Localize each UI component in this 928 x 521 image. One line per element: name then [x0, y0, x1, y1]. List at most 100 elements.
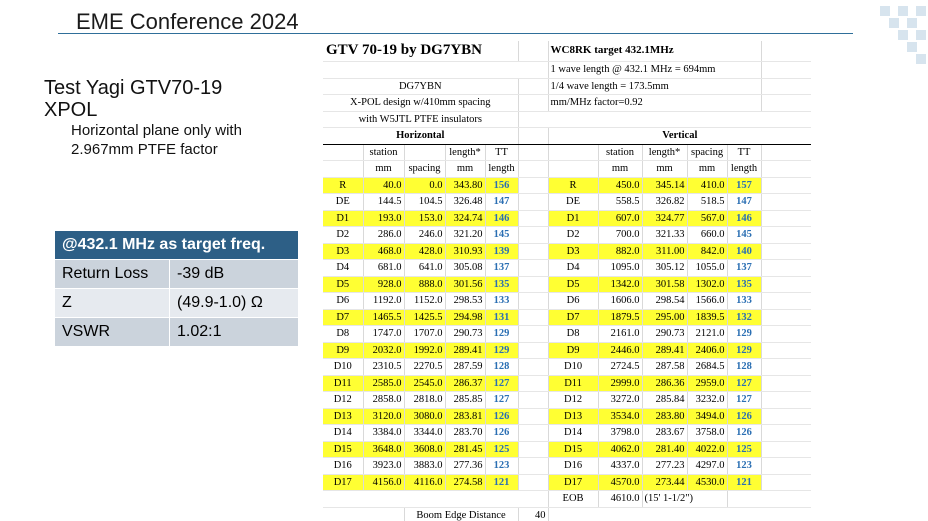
- v-tt-length: 157: [727, 177, 762, 194]
- h-length: 301.56: [445, 276, 486, 293]
- v-tt-length: 137: [727, 259, 762, 277]
- v-spacing: 2684.5: [687, 358, 728, 376]
- v-length: 301.58: [642, 276, 688, 293]
- h-station: 3923.0: [363, 457, 405, 475]
- h-length: 294.98: [445, 309, 486, 326]
- v-tt-length: 127: [727, 375, 762, 392]
- eob-note: (15' 1-1/2"): [642, 490, 728, 508]
- v-station: 558.5: [598, 193, 643, 211]
- h-element-name: R: [323, 177, 364, 194]
- h-element-name: D8: [323, 325, 364, 343]
- v-tt-length: 127: [727, 391, 762, 409]
- v-spacing: 518.5: [687, 193, 728, 211]
- v-spacing: 3758.0: [687, 424, 728, 442]
- h-element-name: D5: [323, 276, 364, 293]
- h-spacing: 2270.5: [404, 358, 446, 376]
- h-length: 287.59: [445, 358, 486, 376]
- v-station: 882.0: [598, 243, 643, 260]
- v-element-name: R: [548, 177, 599, 194]
- h-length: 285.85: [445, 391, 486, 409]
- slide-note: Horizontal plane only with 2.967mm PTFE …: [71, 121, 301, 159]
- h-element-name: D4: [323, 259, 364, 277]
- v-station: 3798.0: [598, 424, 643, 442]
- h-element-name: D14: [323, 424, 364, 442]
- v-element-name: D17: [548, 474, 599, 491]
- return-loss-label: Return Loss: [55, 259, 170, 289]
- v-element-name: D6: [548, 292, 599, 310]
- v-unit-spacing: mm: [687, 160, 728, 178]
- v-length: 281.40: [642, 441, 688, 458]
- h-station: 1465.5: [363, 309, 405, 326]
- heading-line-1: Test Yagi GTV70-19: [44, 77, 223, 99]
- h-length: 281.45: [445, 441, 486, 458]
- h-length: 286.37: [445, 375, 486, 392]
- h-length: 298.53: [445, 292, 486, 310]
- element-row: R 40.0 0.0 343.80 156 R 450.0 345.14 410.0 157: [323, 177, 811, 194]
- h-spacing: 428.0: [404, 243, 446, 260]
- h-station: 286.0: [363, 226, 405, 244]
- v-element-name: D3: [548, 243, 599, 260]
- eob-value: 4610.0: [598, 490, 643, 508]
- v-spacing: 3494.0: [687, 408, 728, 425]
- element-row: D3 468.0 428.0 310.93 139 D3 882.0 311.00 842.0 1…: [323, 243, 811, 260]
- h-spacing: 3608.0: [404, 441, 446, 458]
- v-spacing: 842.0: [687, 243, 728, 260]
- v-col-tt: TT: [727, 144, 762, 161]
- v-element-name: D12: [548, 391, 599, 409]
- h-tt-length: 135: [485, 276, 519, 293]
- v-spacing: 2406.0: [687, 342, 728, 359]
- v-length: 326.82: [642, 193, 688, 211]
- h-element-name: D1: [323, 210, 364, 227]
- v-length: 290.73: [642, 325, 688, 343]
- h-station: 2032.0: [363, 342, 405, 359]
- heading-line-2: XPOL: [44, 99, 98, 121]
- v-length: 324.77: [642, 210, 688, 227]
- h-element-name: D2: [323, 226, 364, 244]
- h-element-name: DE: [323, 193, 364, 211]
- v-tt-length: 147: [727, 193, 762, 211]
- element-row: D4 681.0 641.0 305.08 137 D4 1095.0 305.12 1055.…: [323, 259, 811, 277]
- element-row: D16 3923.0 3883.0 277.36 123 D16 4337.0 277.23 4…: [323, 457, 811, 475]
- h-tt-length: 128: [485, 358, 519, 376]
- h-tt-length: 146: [485, 210, 519, 227]
- h-station: 3648.0: [363, 441, 405, 458]
- v-station: 2446.0: [598, 342, 643, 359]
- h-spacing: 1707.0: [404, 325, 446, 343]
- v-element-name: D13: [548, 408, 599, 425]
- element-row: D14 3384.0 3344.0 283.70 126 D14 3798.0 283.67 3…: [323, 424, 811, 442]
- h-unit-station: mm: [363, 160, 405, 178]
- v-element-name: D11: [548, 375, 599, 392]
- wavelength-line: 1 wave length @ 432.1 MHz = 694mm: [548, 61, 762, 79]
- h-length: 283.81: [445, 408, 486, 425]
- h-spacing: 3344.0: [404, 424, 446, 442]
- v-col-spacing: spacing: [687, 144, 728, 161]
- v-tt-length: 132: [727, 309, 762, 326]
- v-unit-length: mm: [642, 160, 688, 178]
- vswr-value: 1.02:1: [169, 317, 298, 347]
- v-spacing: 4530.0: [687, 474, 728, 491]
- v-station: 1879.5: [598, 309, 643, 326]
- v-length: 311.00: [642, 243, 688, 260]
- h-length: 324.74: [445, 210, 486, 227]
- slide-heading: Test Yagi GTV70-19 XPOL: [44, 77, 284, 121]
- v-spacing: 1055.0: [687, 259, 728, 277]
- v-length: 289.41: [642, 342, 688, 359]
- v-length: 286.36: [642, 375, 688, 392]
- h-length: 277.36: [445, 457, 486, 475]
- impedance-value: (49.9-1.0) Ω: [169, 288, 298, 318]
- v-length: 283.80: [642, 408, 688, 425]
- h-element-name: D7: [323, 309, 364, 326]
- h-element-name: D13: [323, 408, 364, 425]
- v-length: 295.00: [642, 309, 688, 326]
- v-length: 285.84: [642, 391, 688, 409]
- h-tt-length: 127: [485, 375, 519, 392]
- v-station: 2999.0: [598, 375, 643, 392]
- h-tt-length: 131: [485, 309, 519, 326]
- yagi-dimension-spreadsheet: GTV 70-19 by DG7YBN WC8RK target 432.1MH…: [323, 41, 811, 521]
- v-spacing: 660.0: [687, 226, 728, 244]
- h-length: 321.20: [445, 226, 486, 244]
- element-row: D7 1465.5 1425.5 294.98 131 D7 1879.5 295.00 183…: [323, 309, 811, 326]
- v-tt-length: 121: [727, 474, 762, 491]
- h-spacing: 1425.5: [404, 309, 446, 326]
- return-loss-value: -39 dB: [169, 259, 298, 289]
